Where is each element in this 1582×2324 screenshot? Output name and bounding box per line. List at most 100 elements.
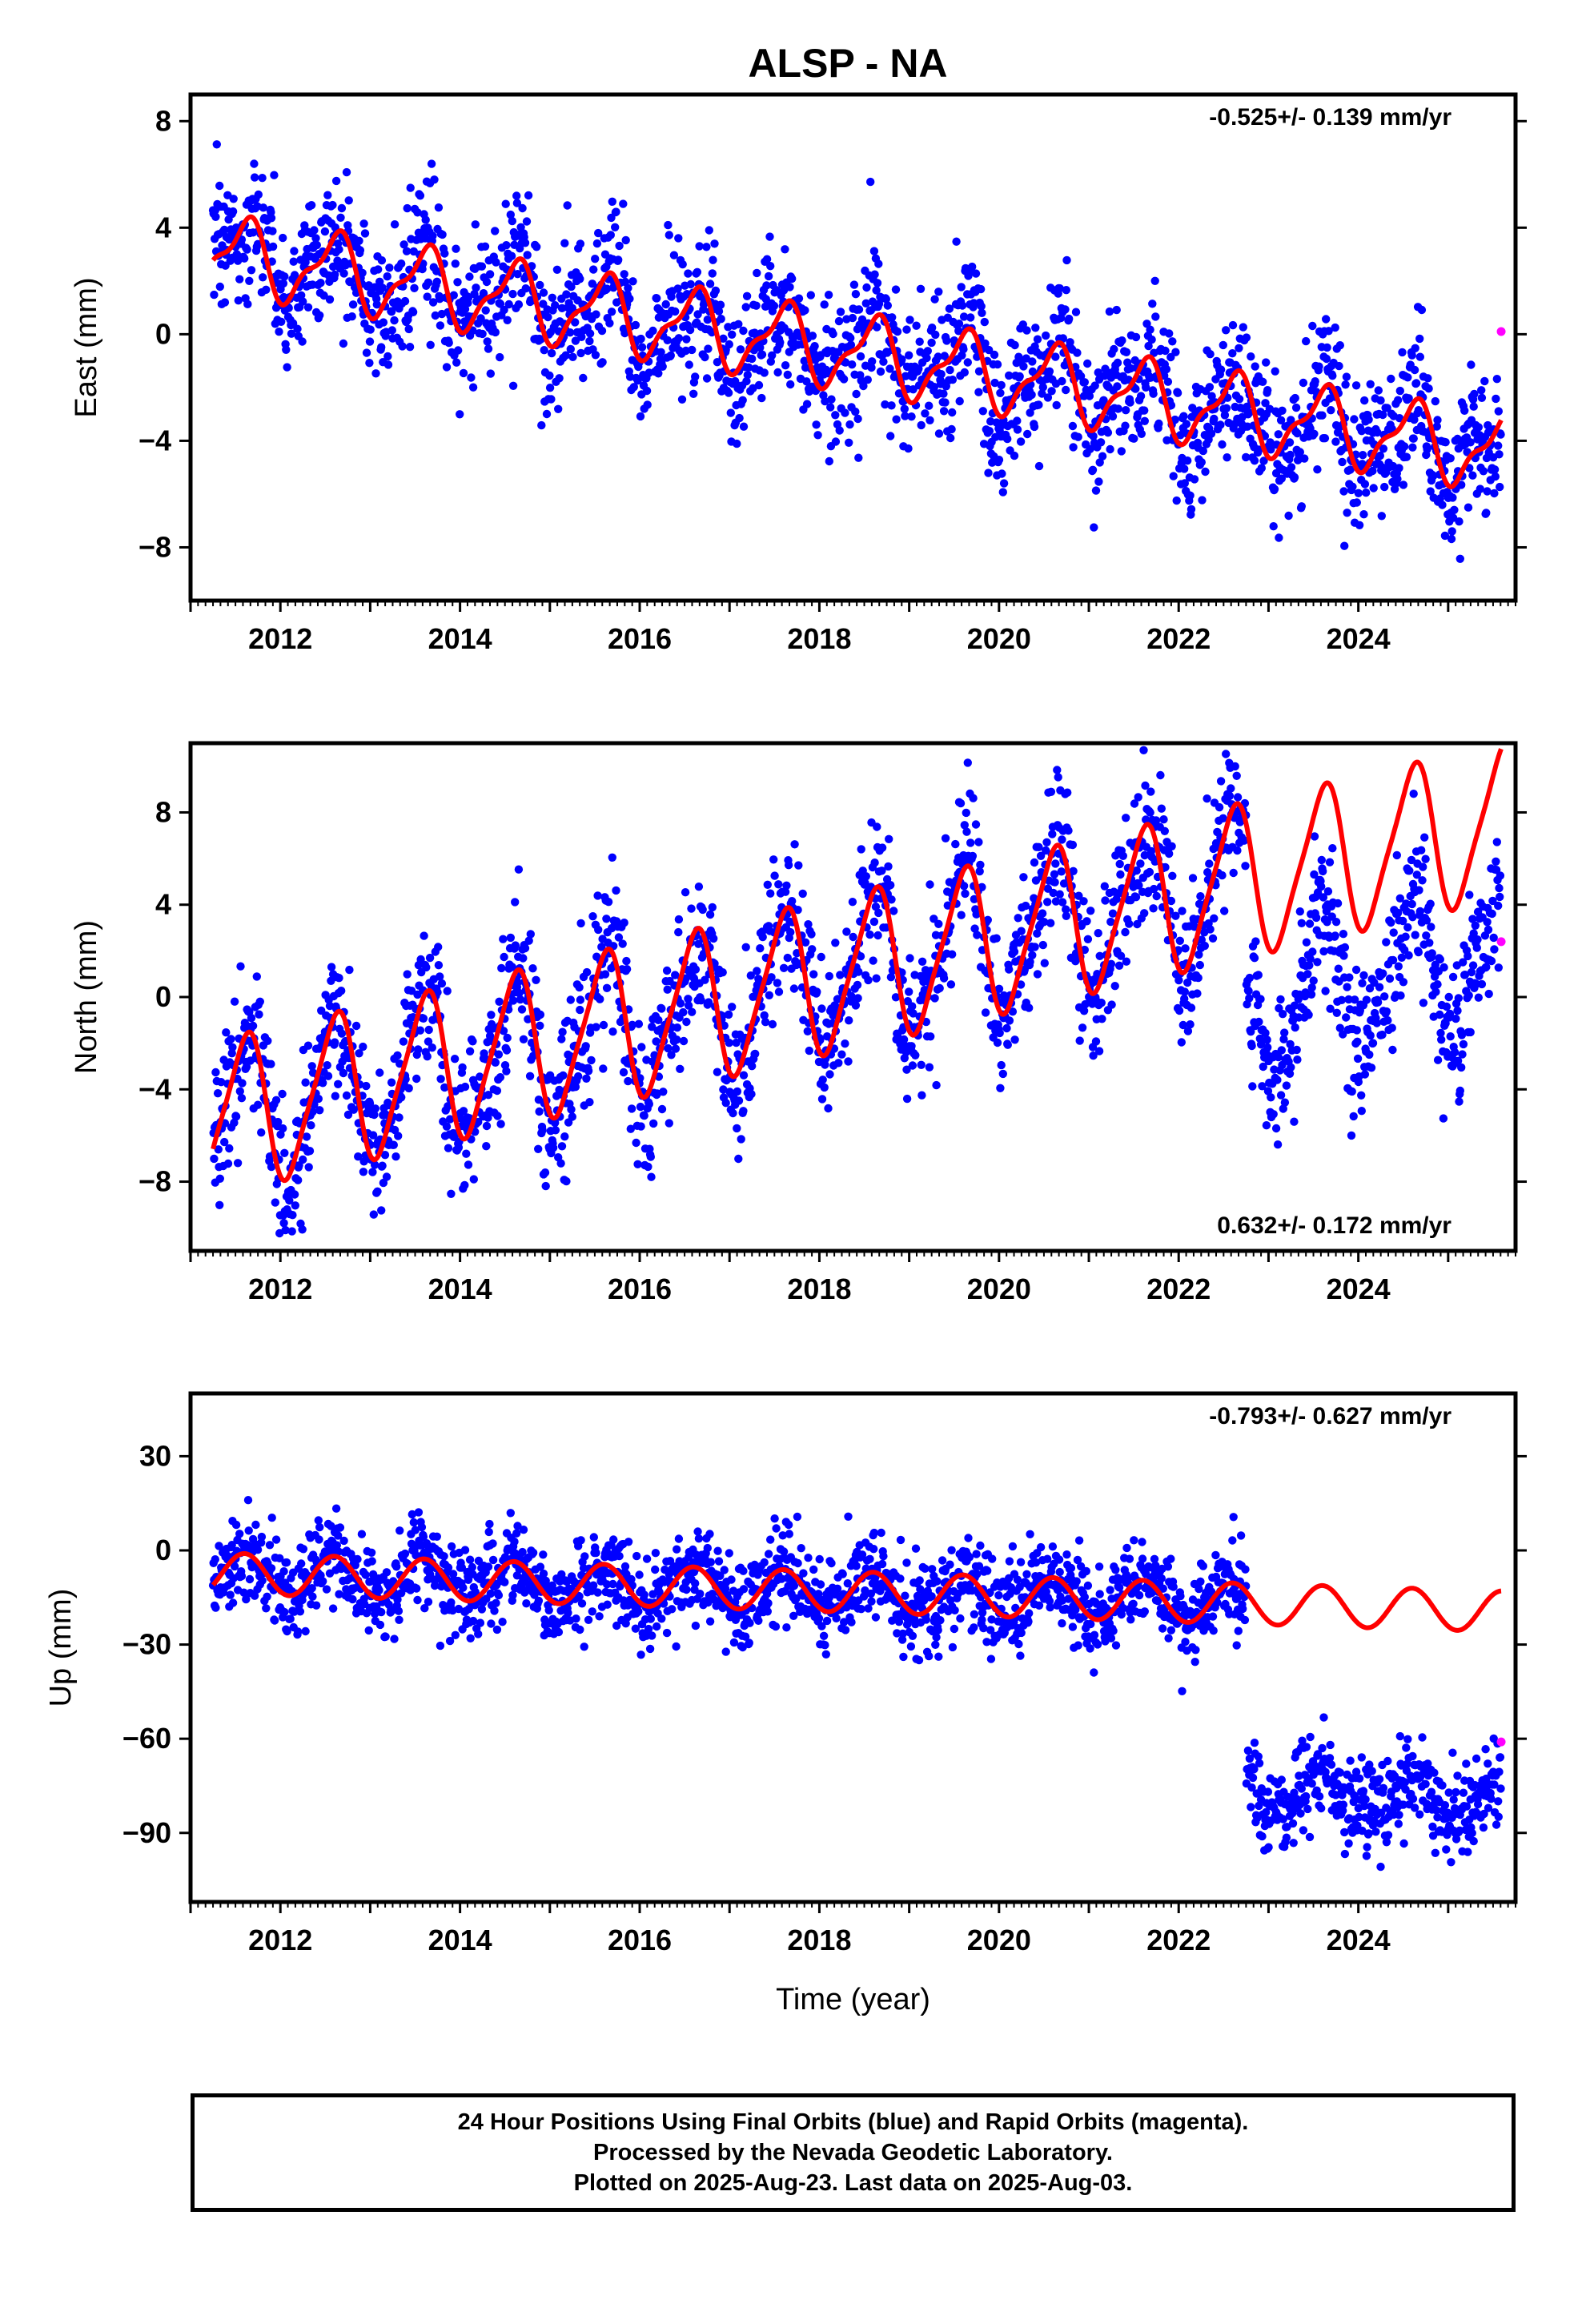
final-orbit-point — [1090, 523, 1098, 532]
final-orbit-point — [999, 479, 1009, 488]
final-orbit-point — [1482, 509, 1491, 517]
final-orbit-point — [335, 974, 343, 983]
final-orbit-point — [1454, 994, 1464, 1003]
y-tick-label: 4 — [155, 211, 171, 243]
final-orbit-point — [1201, 467, 1210, 476]
final-orbit-point — [975, 866, 984, 876]
final-orbit-point — [1251, 362, 1259, 371]
final-orbit-point — [922, 353, 931, 363]
final-orbit-point — [1433, 980, 1442, 989]
final-orbit-point — [786, 380, 795, 389]
final-orbit-point — [511, 941, 520, 950]
final-orbit-point — [514, 865, 524, 874]
final-orbit-point — [608, 1027, 617, 1036]
final-orbit-point — [225, 1144, 234, 1153]
final-orbit-point — [873, 822, 881, 831]
final-orbit-point — [809, 970, 818, 979]
final-orbit-point — [725, 340, 733, 349]
final-orbit-point — [997, 1060, 1006, 1070]
final-orbit-point — [1174, 1006, 1184, 1015]
final-orbit-point — [1359, 971, 1368, 980]
plot-area — [208, 1496, 1506, 1872]
final-orbit-point — [1205, 859, 1214, 868]
final-orbit-point — [365, 1099, 375, 1108]
final-orbit-point — [1197, 458, 1207, 467]
final-orbit-point — [994, 984, 1004, 994]
final-orbit-point — [478, 329, 487, 339]
final-orbit-point — [1355, 521, 1364, 529]
final-orbit-point — [1359, 451, 1367, 460]
final-orbit-point — [1136, 859, 1145, 868]
final-orbit-point — [428, 1015, 437, 1024]
final-orbit-point — [1411, 379, 1421, 388]
final-orbit-point — [311, 234, 320, 243]
final-orbit-point — [752, 301, 761, 310]
final-orbit-point — [676, 999, 685, 1008]
final-orbit-point — [1254, 971, 1263, 979]
final-orbit-point — [856, 952, 865, 961]
final-orbit-point — [658, 362, 667, 371]
final-orbit-point — [552, 265, 562, 274]
final-orbit-point — [315, 311, 324, 320]
final-orbit-point — [576, 995, 585, 1004]
final-orbit-point — [923, 347, 933, 356]
final-orbit-point — [861, 872, 871, 881]
final-orbit-point — [286, 1614, 295, 1623]
final-orbit-point — [887, 895, 896, 904]
final-orbit-point — [1181, 944, 1190, 953]
final-orbit-point — [794, 861, 803, 870]
final-orbit-point — [323, 1061, 331, 1070]
final-orbit-point — [993, 1038, 1002, 1047]
final-orbit-point — [1086, 444, 1094, 453]
final-orbit-point — [1382, 1007, 1391, 1016]
final-orbit-point — [1198, 496, 1207, 505]
final-orbit-point — [1422, 931, 1431, 940]
final-orbit-point — [1491, 472, 1500, 481]
final-orbit-point — [1303, 970, 1312, 979]
final-orbit-point — [876, 367, 885, 376]
final-orbit-point — [355, 1049, 363, 1058]
final-orbit-point — [955, 396, 964, 406]
final-orbit-point — [897, 355, 906, 364]
final-orbit-point — [1415, 352, 1425, 361]
final-orbit-point — [287, 329, 296, 338]
final-orbit-point — [627, 1104, 636, 1113]
final-orbit-point — [818, 1076, 827, 1084]
final-orbit-point — [560, 1132, 569, 1141]
final-orbit-point — [1245, 994, 1254, 1003]
final-orbit-point — [1379, 969, 1387, 978]
final-orbit-point — [1139, 746, 1148, 754]
final-orbit-point — [259, 203, 268, 212]
final-orbit-point — [954, 320, 964, 328]
final-orbit-point — [1490, 465, 1500, 474]
final-orbit-point — [330, 1038, 339, 1047]
final-orbit-point — [345, 965, 354, 975]
final-orbit-point — [1321, 987, 1330, 995]
final-orbit-point — [957, 911, 966, 919]
final-orbit-point — [810, 342, 819, 351]
final-orbit-point — [442, 363, 452, 372]
y-tick-label: −8 — [139, 530, 171, 563]
final-orbit-point — [271, 1096, 281, 1105]
final-orbit-point — [606, 231, 615, 239]
final-orbit-point — [869, 247, 879, 255]
final-orbit-point — [1106, 444, 1114, 454]
final-orbit-point — [1492, 857, 1500, 866]
final-orbit-point — [440, 1083, 449, 1092]
final-orbit-point — [1470, 389, 1479, 399]
final-orbit-point — [1360, 480, 1370, 489]
final-orbit-point — [532, 243, 541, 251]
final-orbit-point — [477, 262, 487, 271]
final-orbit-point — [369, 1210, 378, 1219]
final-orbit-point — [714, 307, 724, 316]
final-orbit-point — [663, 336, 672, 344]
final-orbit-point — [424, 278, 433, 287]
final-orbit-point — [825, 971, 834, 981]
final-orbit-point — [905, 351, 913, 360]
final-orbit-point — [575, 983, 584, 992]
final-orbit-point — [372, 300, 381, 309]
final-orbit-point — [884, 862, 893, 871]
final-orbit-point — [605, 319, 614, 328]
final-orbit-point — [1090, 381, 1099, 390]
final-orbit-point — [1295, 907, 1305, 916]
